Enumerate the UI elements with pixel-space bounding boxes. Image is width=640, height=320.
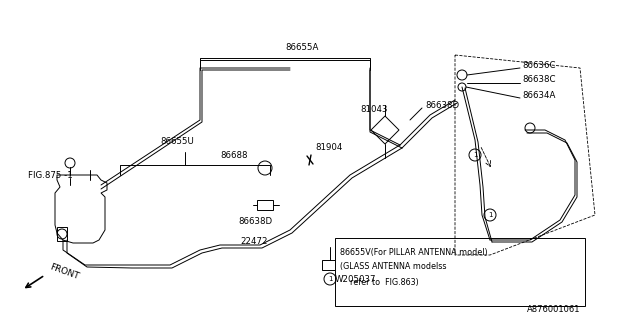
- Text: 1: 1: [473, 152, 477, 158]
- Text: FRONT: FRONT: [48, 262, 80, 282]
- Text: (GLASS ANTENNA modelss: (GLASS ANTENNA modelss: [340, 262, 447, 271]
- Text: W205037: W205037: [335, 275, 376, 284]
- Text: FIG.875 -1: FIG.875 -1: [28, 171, 73, 180]
- Text: 86655V(For PILLAR ANTENNA model): 86655V(For PILLAR ANTENNA model): [340, 247, 488, 257]
- Text: 1: 1: [488, 212, 492, 218]
- Text: 81904: 81904: [315, 143, 342, 153]
- Text: 22472: 22472: [240, 237, 268, 246]
- Text: 86638D: 86638D: [238, 218, 272, 227]
- Text: 86688: 86688: [220, 150, 248, 159]
- Text: 86638C: 86638C: [522, 76, 556, 84]
- Text: 86638D: 86638D: [425, 100, 459, 109]
- Text: 1: 1: [328, 276, 332, 282]
- Text: 86655A: 86655A: [285, 44, 318, 52]
- Text: 81043: 81043: [360, 106, 387, 115]
- Text: 86655U: 86655U: [160, 138, 194, 147]
- Text: A876001061: A876001061: [527, 306, 580, 315]
- Text: 86636C: 86636C: [522, 60, 556, 69]
- Text: 86634A: 86634A: [522, 91, 556, 100]
- Text: refer to  FIG.863): refer to FIG.863): [340, 277, 419, 286]
- Bar: [335, 238, 585, 306]
